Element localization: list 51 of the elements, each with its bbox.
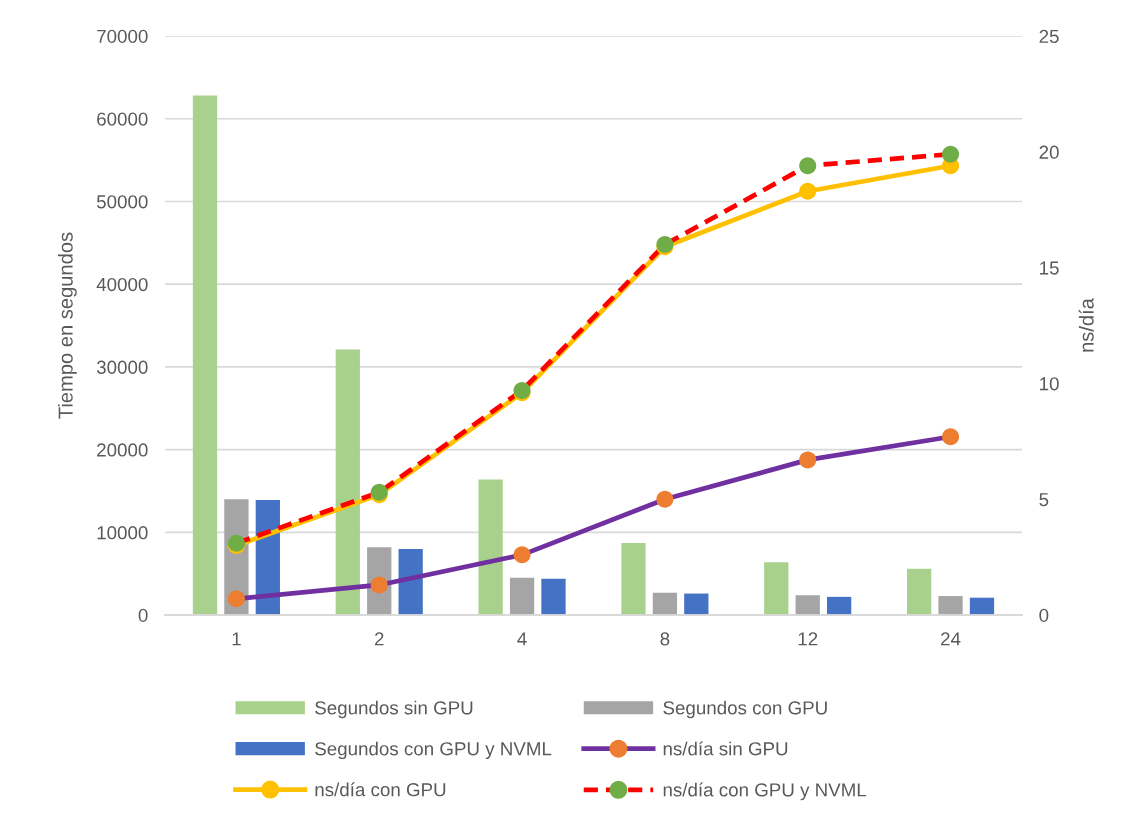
y2-tick-label: 0 (1039, 608, 1049, 623)
bar (827, 596, 852, 616)
x-tick-label: 8 (660, 632, 670, 646)
bar (938, 596, 963, 616)
y2-tick-label: 25 (1039, 29, 1059, 44)
bar (192, 95, 218, 616)
y2-tick-label: 20 (1039, 145, 1059, 159)
y2-tick-label: 5 (1039, 493, 1049, 507)
legend-label: ns/día con GPU (315, 782, 446, 797)
bar (764, 562, 789, 616)
legend-label: Segundos con GPU y NVML (315, 741, 552, 760)
bar (398, 548, 423, 616)
point (656, 490, 674, 508)
y-tick-label: 0 (138, 608, 148, 623)
x-tick-label: 2 (374, 632, 384, 646)
y-axis-title: Tiempo en segundos (57, 232, 77, 419)
y-tick-label: 50000 (96, 195, 148, 209)
y2-tick-label: 10 (1040, 377, 1059, 391)
legend-label: ns/día sin GPU (663, 741, 788, 756)
x-tick-label: 24 (941, 632, 961, 646)
point (799, 157, 817, 175)
bar (509, 577, 535, 616)
y-tick-label: 70000 (97, 29, 148, 44)
x-tick-label: 1 (232, 632, 241, 646)
bar (906, 568, 932, 616)
bar (621, 543, 646, 616)
point (227, 590, 245, 608)
point (942, 145, 960, 163)
bar (652, 592, 678, 616)
bar (335, 349, 360, 616)
bar (478, 479, 503, 616)
legend-label: Segundos sin GPU (315, 700, 473, 719)
bar (969, 597, 995, 616)
y-tick-label: 60000 (97, 112, 148, 126)
y-tick-label: 20000 (97, 443, 148, 457)
y2-tick-label: 15 (1040, 261, 1059, 275)
x-tick-label: 4 (517, 632, 527, 646)
bar (541, 578, 566, 616)
y-tick-label: 40000 (96, 277, 148, 292)
point (942, 428, 960, 446)
bar (684, 593, 709, 616)
y-tick-label: 30000 (96, 360, 148, 374)
legend-label: ns/día con GPU y NVML (663, 782, 867, 801)
x-tick-label: 12 (798, 632, 818, 646)
y2-axis-title: ns/día (1078, 298, 1094, 352)
point (799, 451, 817, 469)
point (799, 182, 817, 200)
legend-label: Segundos con GPU (663, 700, 827, 719)
point (513, 546, 531, 564)
bar (795, 595, 820, 616)
y-tick-label: 10000 (97, 526, 148, 540)
